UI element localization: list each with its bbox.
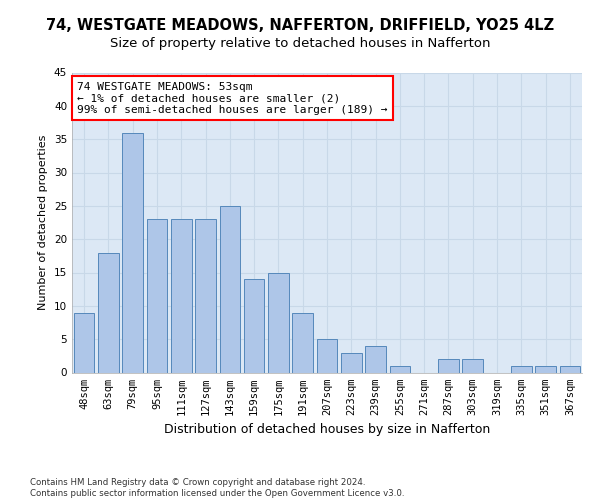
Bar xyxy=(365,346,386,372)
Y-axis label: Number of detached properties: Number of detached properties xyxy=(38,135,49,310)
Bar xyxy=(341,352,362,372)
Text: 74, WESTGATE MEADOWS, NAFFERTON, DRIFFIELD, YO25 4LZ: 74, WESTGATE MEADOWS, NAFFERTON, DRIFFIE… xyxy=(46,18,554,32)
Bar xyxy=(122,132,143,372)
Bar xyxy=(463,359,483,372)
Bar xyxy=(195,219,216,372)
Bar xyxy=(74,312,94,372)
Bar xyxy=(438,359,459,372)
Bar xyxy=(389,366,410,372)
Bar xyxy=(511,366,532,372)
Text: Size of property relative to detached houses in Nafferton: Size of property relative to detached ho… xyxy=(110,38,490,51)
Bar xyxy=(98,252,119,372)
Text: 74 WESTGATE MEADOWS: 53sqm
← 1% of detached houses are smaller (2)
99% of semi-d: 74 WESTGATE MEADOWS: 53sqm ← 1% of detac… xyxy=(77,82,388,114)
Bar xyxy=(171,219,191,372)
Text: Contains HM Land Registry data © Crown copyright and database right 2024.
Contai: Contains HM Land Registry data © Crown c… xyxy=(30,478,404,498)
Bar xyxy=(317,339,337,372)
Bar xyxy=(220,206,240,372)
X-axis label: Distribution of detached houses by size in Nafferton: Distribution of detached houses by size … xyxy=(164,423,490,436)
Bar xyxy=(560,366,580,372)
Bar xyxy=(292,312,313,372)
Bar xyxy=(146,219,167,372)
Bar xyxy=(244,279,265,372)
Bar xyxy=(535,366,556,372)
Bar xyxy=(268,272,289,372)
